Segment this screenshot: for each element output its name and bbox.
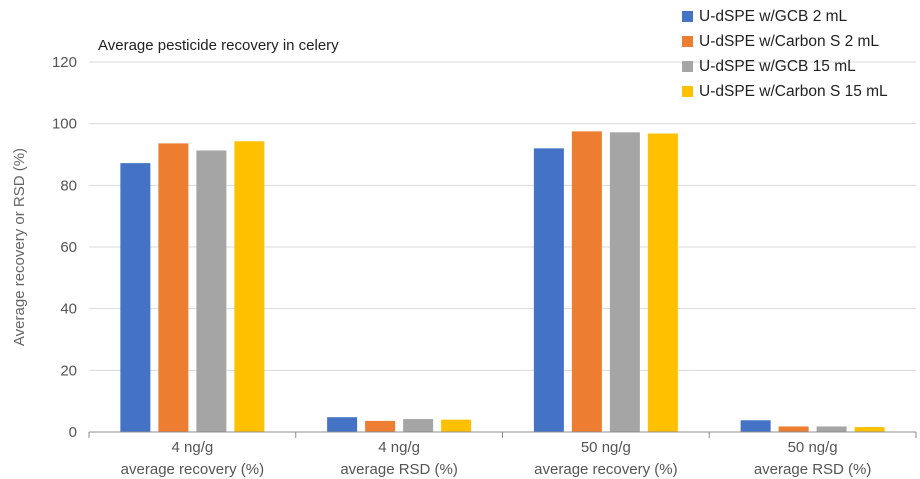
bar [365, 420, 396, 432]
bar [571, 131, 602, 432]
bar [778, 426, 809, 432]
y-tick-label: 60 [60, 239, 77, 256]
bar [158, 143, 189, 432]
legend-swatch [682, 11, 693, 22]
legend-swatch [682, 36, 693, 47]
x-category-label-line: 50 ng/g [581, 439, 631, 456]
y-tick-label: 80 [60, 177, 77, 194]
legend-label: U-dSPE w/GCB 15 mL [699, 58, 856, 75]
y-tick-label: 120 [52, 54, 77, 71]
y-tick-label: 100 [52, 116, 77, 133]
x-category-label-line: average recovery (%) [121, 461, 264, 478]
x-category-label-line: 4 ng/g [172, 439, 214, 456]
bar [196, 150, 227, 432]
legend: U-dSPE w/GCB 2 mL U-dSPE w/Carbon S 2 mL U… [682, 8, 888, 100]
bar [234, 141, 265, 432]
x-category-label-line: average RSD (%) [754, 461, 872, 478]
bar [120, 163, 151, 432]
bar [403, 419, 434, 432]
axes: 0 20 40 60 80 100 120 4 ng/g average recovery (%… [52, 54, 917, 478]
x-category-label-line: average recovery (%) [534, 461, 677, 478]
bar [533, 148, 564, 433]
bar [740, 420, 771, 432]
bar [816, 426, 847, 432]
y-tick-label: 40 [60, 301, 77, 318]
legend-label: U-dSPE w/GCB 2 mL [699, 8, 848, 25]
bar [854, 427, 885, 432]
x-category-label-line: 4 ng/g [378, 439, 420, 456]
x-category-label: 50 ng/g average recovery (%) [534, 439, 677, 478]
legend-swatch [682, 61, 693, 72]
bar [609, 132, 640, 433]
legend-swatch [682, 86, 693, 97]
x-category-label: 4 ng/g average recovery (%) [121, 439, 264, 478]
bar [441, 419, 472, 432]
x-category-label: 50 ng/g average RSD (%) [754, 439, 872, 478]
gridlines [89, 61, 916, 371]
legend-label: U-dSPE w/Carbon S 15 mL [699, 83, 888, 100]
y-tick-label: 0 [69, 424, 77, 441]
bar [327, 417, 358, 432]
x-category-label-line: average RSD (%) [340, 461, 458, 478]
x-category-label: 4 ng/g average RSD (%) [340, 439, 458, 478]
legend-label: U-dSPE w/Carbon S 2 mL [699, 33, 879, 50]
bars [120, 131, 885, 433]
y-tick-label: 20 [60, 362, 77, 379]
y-axis-title: Average recovery or RSD (%) [11, 148, 28, 346]
bar [647, 133, 678, 433]
chart-title: Average pesticide recovery in celery [98, 37, 339, 54]
x-category-label-line: 50 ng/g [788, 439, 838, 456]
